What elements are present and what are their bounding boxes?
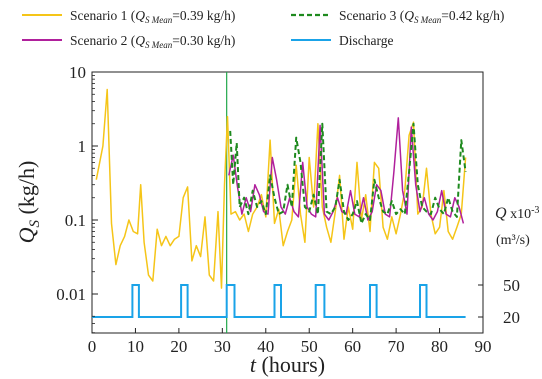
x-axis-title: t (hours) (250, 352, 325, 377)
x-tick-label: 20 (170, 337, 187, 356)
x-tick-label: 30 (214, 337, 231, 356)
right-tick-label: 50 (503, 276, 520, 295)
x-tick-label: 10 (127, 337, 144, 356)
series-line-1 (95, 88, 467, 289)
plot-marks (92, 72, 467, 333)
legend-label: Scenario 2 (QS Mean=0.30 kg/h) (70, 33, 235, 50)
y-tick-label: 0.1 (65, 211, 86, 230)
legend-label: Discharge (339, 33, 393, 48)
plot-frame (91, 71, 484, 334)
y-axis-title: QS (kg/h) (14, 161, 43, 244)
x-tick-label: 70 (388, 337, 405, 356)
series-line-3 (229, 122, 467, 225)
legend: Scenario 1 (QS Mean=0.39 kg/h) Scenario 2… (22, 8, 504, 50)
legend-label: Scenario 3 (QS Mean=0.42 kg/h) (339, 8, 504, 25)
right-tick-label: 20 (503, 308, 520, 327)
legend-entry: Scenario 1 (QS Mean=0.39 kg/h) (22, 8, 235, 25)
right-axis-unit: (m³/s) (496, 233, 530, 248)
legend-entry: Scenario 2 (QS Mean=0.30 kg/h) (22, 33, 235, 50)
axes: 0 10 20 30 40 50 60 70 80 90 0.01 0.1 1 10 50 20 Q x10-3… (14, 63, 539, 377)
x-tick-label: 80 (431, 337, 448, 356)
y-tick-label: 1 (78, 137, 87, 156)
x-tick-label: 60 (344, 337, 361, 356)
y-tick-label: 0.01 (56, 285, 86, 304)
x-tick-label: 0 (88, 337, 97, 356)
legend-label: Scenario 1 (QS Mean=0.39 kg/h) (70, 8, 235, 25)
x-tick-label: 90 (475, 337, 492, 356)
legend-entry: Discharge (291, 33, 393, 48)
y-tick-label: 10 (69, 63, 86, 82)
x-tick-label: 50 (301, 337, 318, 356)
right-axis-label: Q x10-3 (495, 205, 539, 222)
legend-entry: Scenario 3 (QS Mean=0.42 kg/h) (291, 8, 504, 25)
discharge-line (92, 284, 466, 318)
x-tick-label: 40 (257, 337, 274, 356)
